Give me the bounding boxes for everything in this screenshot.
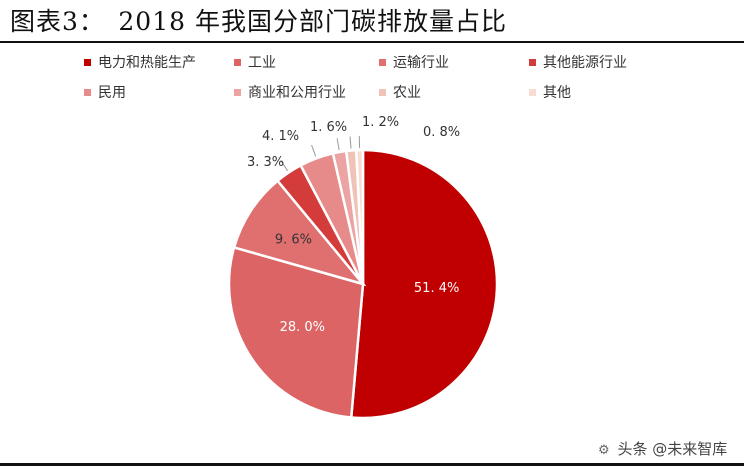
data-label: 4. 1% (262, 129, 299, 144)
figure-title: 图表3： 2018 年我国分部门碳排放量占比 (10, 7, 507, 36)
leader-line (336, 138, 340, 151)
legend-swatch (234, 88, 241, 96)
pie-slice (232, 178, 367, 287)
pie-slice (354, 148, 365, 285)
watermark-text: 头条 @未来智库 (617, 440, 728, 458)
pie-slice (349, 148, 499, 420)
legend-swatch (84, 88, 91, 96)
top-rule (0, 41, 744, 43)
legend-swatch (529, 88, 536, 96)
legend-item: 其他 (529, 82, 689, 102)
legend-label: 民用 (98, 85, 126, 101)
legend-item: 农业 (379, 82, 529, 102)
legend-item: 其他能源行业 (529, 52, 689, 72)
legend-item: 民用 (84, 82, 234, 102)
legend-item: 商业和公用行业 (234, 82, 379, 102)
legend-swatch (379, 58, 386, 66)
data-label: 1. 2% (362, 115, 399, 130)
legend-swatch (84, 58, 91, 66)
pie-slice (227, 245, 365, 419)
legend-item: 电力和热能生产 (84, 52, 234, 72)
legend-label: 商业和公用行业 (248, 85, 346, 101)
legend-swatch (379, 88, 386, 96)
legend-item: 运输行业 (379, 52, 529, 72)
legend-label: 电力和热能生产 (98, 55, 196, 71)
data-label: 51. 4% (414, 281, 459, 296)
bottom-rule (0, 463, 744, 466)
legend-swatch (529, 58, 536, 66)
legend-label: 运输行业 (393, 55, 449, 71)
data-label: 3. 3% (247, 155, 284, 170)
chart-legend: 电力和热能生产 工业 运输行业 其他能源行业民用 商业和公用行业 农业 其他 (84, 52, 724, 102)
data-label: 0. 8% (423, 125, 460, 140)
watermark-icon: ⚙ (598, 443, 610, 458)
leader-line (280, 160, 289, 172)
legend-label: 工业 (248, 55, 276, 71)
leader-line (349, 136, 352, 149)
leader-line (311, 145, 317, 157)
watermark: ⚙ 头条 @未来智库 (598, 438, 727, 459)
data-label: 9. 6% (275, 233, 312, 248)
legend-label: 其他能源行业 (543, 55, 627, 71)
data-label: 28. 0% (280, 320, 325, 335)
legend-label: 农业 (393, 85, 421, 101)
data-label: 1. 6% (310, 120, 347, 135)
legend-swatch (234, 58, 241, 66)
legend-item: 工业 (234, 52, 379, 72)
legend-label: 其他 (543, 85, 571, 101)
